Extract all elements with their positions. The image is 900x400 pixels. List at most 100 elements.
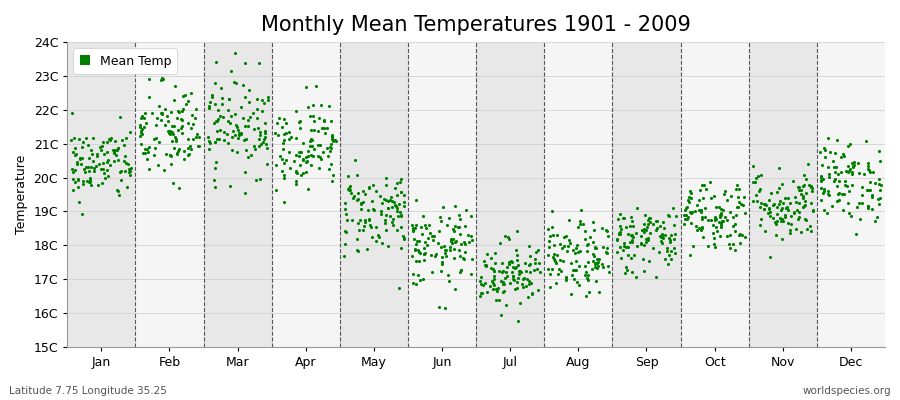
Point [516, 276, 530, 282]
Point [859, 138, 873, 144]
Point [457, 241, 472, 247]
Point [326, 172, 340, 178]
Point [600, 233, 615, 239]
Point [578, 236, 592, 242]
Point [698, 182, 712, 188]
Point [210, 128, 224, 135]
Point [113, 169, 128, 175]
Point [134, 140, 148, 147]
Point [752, 186, 767, 192]
Point [472, 278, 487, 285]
Point [835, 207, 850, 214]
Point [108, 138, 122, 144]
Point [397, 235, 411, 242]
Point [320, 125, 334, 131]
Point [695, 225, 709, 231]
Point [662, 213, 677, 220]
Point [746, 198, 760, 204]
Point [506, 276, 520, 283]
Point [567, 276, 581, 283]
Point [274, 168, 289, 174]
Point [452, 224, 466, 231]
Point [435, 259, 449, 266]
Point [564, 290, 579, 297]
Point [845, 168, 859, 175]
Point [772, 164, 787, 171]
Point [368, 238, 382, 244]
Point [612, 231, 626, 237]
Point [817, 188, 832, 194]
Point [422, 222, 436, 228]
Point [110, 147, 124, 154]
Point [507, 277, 521, 283]
Point [589, 245, 603, 251]
Point [123, 168, 138, 174]
Point [419, 225, 434, 232]
Point [714, 206, 728, 213]
Point [838, 182, 852, 188]
Point [509, 228, 524, 234]
Point [634, 233, 648, 240]
Point [828, 176, 842, 182]
Point [714, 222, 728, 228]
Point [828, 149, 842, 156]
Point [84, 164, 98, 170]
Point [300, 158, 314, 164]
Point [627, 252, 642, 258]
Point [186, 136, 201, 142]
Point [116, 158, 130, 164]
Bar [408, 42, 476, 347]
Point [138, 146, 152, 152]
Point [533, 269, 547, 275]
Point [596, 264, 610, 270]
Point [527, 260, 542, 267]
Point [783, 200, 797, 206]
Point [566, 266, 580, 273]
Point [621, 252, 635, 258]
Point [423, 230, 437, 236]
Point [113, 177, 128, 184]
Point [547, 251, 562, 258]
Point [775, 204, 789, 211]
Point [457, 238, 472, 245]
Point [306, 152, 320, 159]
Point [510, 262, 525, 268]
Point [772, 201, 787, 207]
Point [155, 75, 169, 81]
Point [718, 188, 733, 194]
Point [610, 236, 625, 242]
Point [121, 161, 135, 167]
Point [654, 240, 669, 246]
Point [543, 233, 557, 239]
Point [589, 278, 603, 284]
Point [67, 169, 81, 175]
Point [81, 142, 95, 148]
Point [649, 218, 663, 224]
Point [452, 211, 466, 218]
Point [472, 293, 487, 300]
Point [642, 258, 656, 264]
Point [362, 217, 376, 224]
Point [485, 266, 500, 272]
Point [326, 138, 340, 144]
Point [802, 182, 816, 188]
Point [638, 236, 652, 242]
Point [789, 226, 804, 232]
Point [680, 216, 694, 222]
Point [189, 134, 203, 141]
Point [798, 216, 813, 222]
Point [618, 270, 633, 276]
Point [451, 224, 465, 230]
Point [383, 196, 398, 203]
Point [781, 195, 796, 202]
Point [238, 136, 253, 142]
Point [552, 266, 566, 272]
Point [347, 193, 362, 199]
Point [551, 271, 565, 277]
Point [282, 129, 296, 136]
Point [140, 156, 154, 162]
Point [167, 134, 182, 140]
Point [147, 136, 161, 142]
Point [253, 129, 267, 136]
Point [667, 245, 681, 251]
